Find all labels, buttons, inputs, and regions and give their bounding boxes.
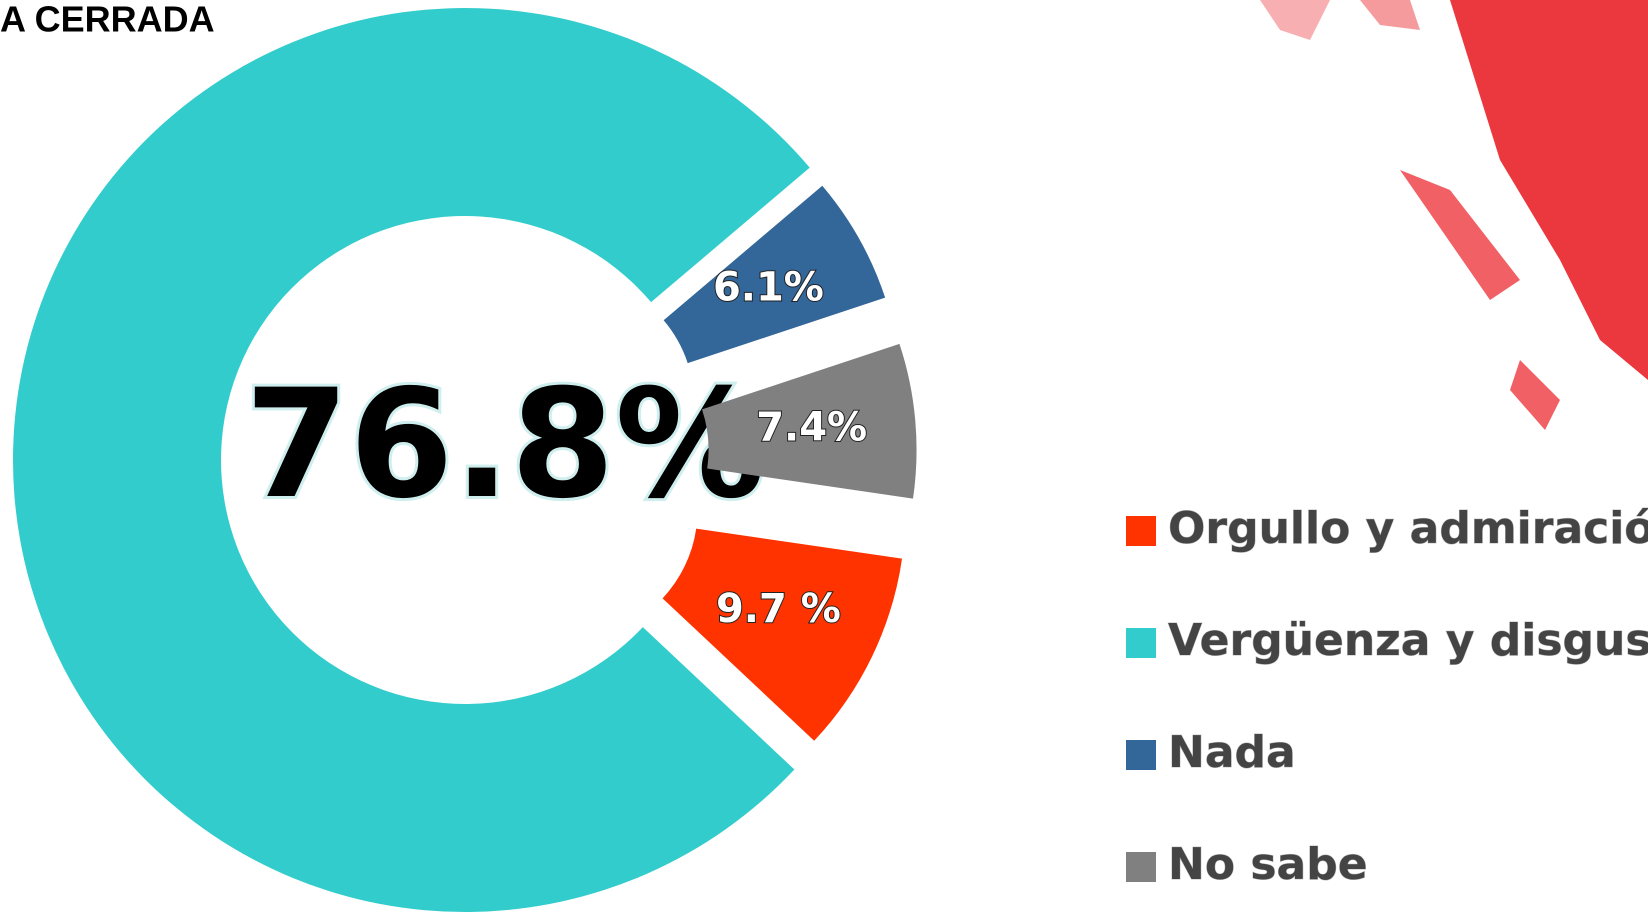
- legend-label: Nada: [1168, 727, 1296, 778]
- chart: A CERRADA 9.7 % 76.8% 6.1% 7.4% Orgullo y ad…: [0, 0, 1648, 921]
- legend-swatch: [1126, 740, 1156, 770]
- slice-label: 6.1%: [713, 265, 824, 311]
- chart-title: A CERRADA: [0, 0, 215, 40]
- legend-swatch: [1126, 628, 1156, 658]
- legend-swatch: [1126, 516, 1156, 546]
- decoration: [1260, 0, 1648, 430]
- slice-label: 7.4%: [756, 405, 867, 451]
- legend-label: No sabe: [1168, 839, 1368, 890]
- center-label: 76.8%: [245, 358, 765, 532]
- legend-label: Orgullo y admiración: [1168, 503, 1648, 554]
- slice-label: 9.7 %: [716, 586, 841, 632]
- legend-label: Vergüenza y disgusto: [1168, 615, 1648, 666]
- legend-swatch: [1126, 852, 1156, 882]
